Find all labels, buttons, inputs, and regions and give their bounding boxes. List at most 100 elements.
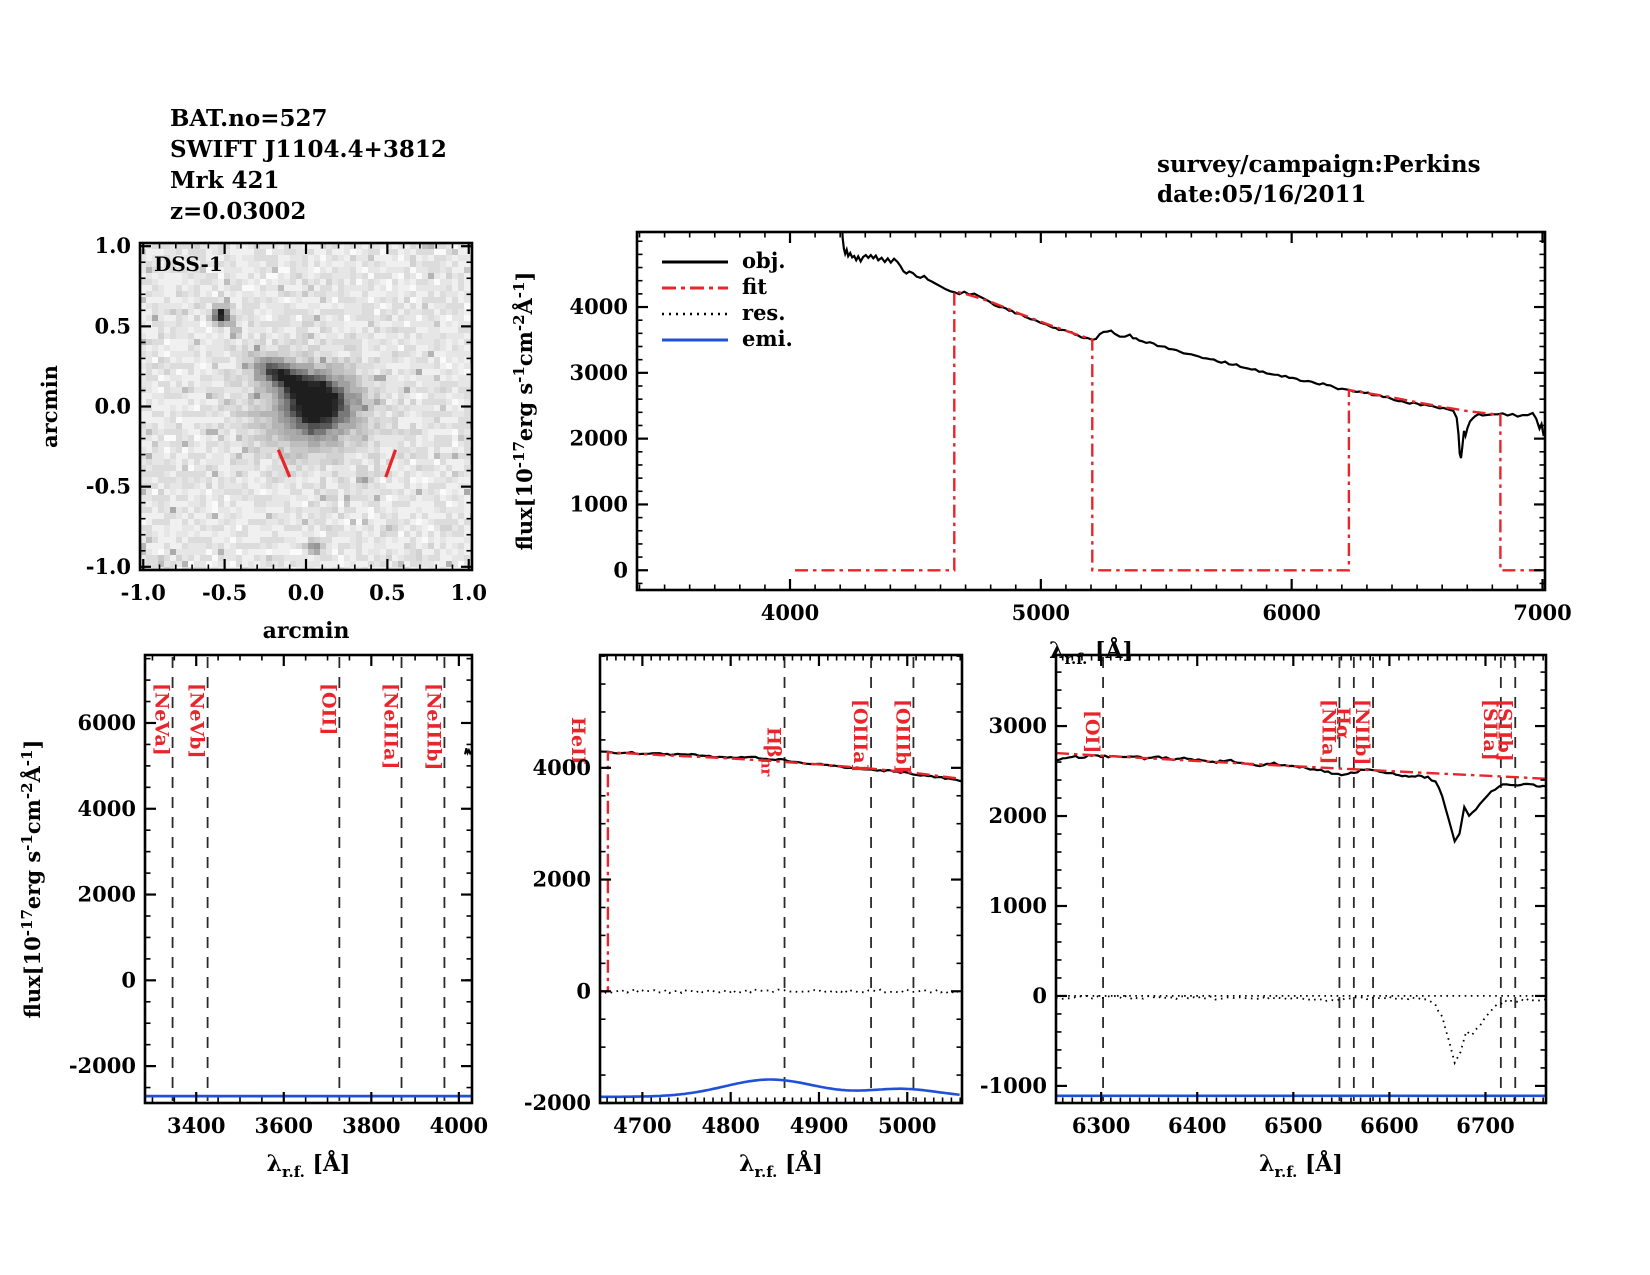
x-tick-label: 7000 [1513,600,1571,625]
line-label: Hβnr [758,727,785,777]
y-tick-label: -1.0 [86,554,131,579]
dss-survey-label: DSS-1 [154,252,223,276]
y-tick-label: 0 [1032,983,1047,1008]
series-emi [600,1078,960,1099]
series-obj [841,232,1545,459]
swift-id: SWIFT J1104.4+3812 [170,136,447,163]
y-tick-label: 0 [576,978,591,1003]
observation-date: date:05/16/2011 [1157,181,1367,208]
y-tick-label: 2000 [989,803,1047,828]
legend-label: res. [742,300,786,325]
x-tick-label: 6400 [1168,1113,1226,1138]
line-label: [NeVa] [151,683,173,756]
x-tick-label: -1.0 [121,580,166,605]
y-axis-title: flux[10-17erg s-1cm-2Å-1] [18,740,45,1019]
y-tick-label: 2000 [533,867,591,892]
y-tick-label: 3000 [989,713,1047,738]
y-tick-label: -0.5 [86,474,131,499]
y-tick-label: -1000 [980,1073,1047,1098]
x-tick-label: 4000 [430,1113,488,1138]
x-tick-label: 4000 [761,600,819,625]
line-label: [OI] [1081,710,1103,753]
x-tick-label: 5000 [1012,600,1070,625]
x-tick-label: 5000 [878,1113,936,1138]
line-label: [SIIb] [1493,699,1515,762]
series-fit [1056,751,1546,780]
x-tick-label: 4700 [613,1113,671,1138]
y-tick-label: -2000 [69,1053,136,1078]
x-tick-label: 6700 [1456,1113,1514,1138]
object-info-block: BAT.no=527 SWIFT J1104.4+3812 Mrk 421 z=… [170,103,447,227]
y-tick-label: 0.0 [94,394,131,419]
slit-mark [384,449,398,478]
y-tick-label: 1.0 [94,233,131,258]
bat-number: BAT.no=527 [170,105,328,132]
panel-zoom1: [NeVa] [NeVb] [OII] [NeIIIa] [NeIIIb] 3400 360… [18,653,488,1181]
x-axis-title: λr.f. [Å] [739,1150,823,1181]
y-tick-label: 4000 [533,755,591,780]
x-axis-title: arcmin [263,618,350,644]
y-tick-label: 1000 [989,893,1047,918]
x-tick-label: 4800 [701,1113,759,1138]
series-obj [1056,753,1546,844]
x-tick-label: 0.0 [288,580,325,605]
y-tick-label: 0 [121,967,136,992]
series-fit [600,751,962,993]
legend-label: obj. [742,248,786,273]
line-label: [NeIIIa] [380,683,402,769]
redshift: z=0.03002 [170,198,307,225]
line-label: Hα [1332,707,1354,740]
x-axis-title: λr.f. [Å] [1259,1150,1343,1181]
x-tick-label: -0.5 [202,580,247,605]
panel-dss: DSS-1 -1.0 -0.5 0.0 0.5 1.0 -1.0 -0.5 0.0 0.5 1.0 a… [37,233,487,644]
legend-label: fit [742,274,767,299]
observation-info-block: survey/campaign:Perkins date:05/16/2011 [1157,150,1481,210]
x-tick-label: 3600 [255,1113,313,1138]
y-tick-label: 3000 [570,360,628,385]
y-tick-label: 0 [613,557,628,582]
line-label: HeII [567,717,589,765]
series-fit [795,289,1545,572]
series-res [1056,994,1546,1066]
panel-zoom2: HeII Hβnr [OIIIa] [OIIIb] 4700 4800 4900 5000 -2… [524,653,964,1181]
y-axis-title: arcmin [37,365,62,448]
y-tick-label: 4000 [570,294,628,319]
x-axis-title: λr.f. [Å] [1049,637,1133,668]
y-tick-label: 6000 [78,710,136,735]
panel-spec: 4000 5000 6000 7000 0 1000 2000 3000 4000 λr.f. [… [510,230,1572,668]
x-tick-label: 3800 [342,1113,400,1138]
series-res [600,988,962,995]
y-tick-label: 2000 [570,426,628,451]
x-tick-label: 6500 [1264,1113,1322,1138]
series-obj [464,747,472,756]
x-tick-label: 6000 [1262,600,1320,625]
line-label: [OIIIb] [891,699,913,773]
line-label: [OII] [317,683,339,735]
survey-campaign: survey/campaign:Perkins [1157,151,1481,178]
line-label: [OIIIa] [849,699,871,773]
x-axis-title: λr.f. [Å] [267,1150,351,1181]
y-tick-label: -2000 [524,1090,591,1115]
line-label: [NIIb] [1351,699,1373,765]
x-tick-label: 1.0 [450,580,487,605]
x-tick-label: 3400 [167,1113,225,1138]
slit-mark [276,449,292,478]
legend-label: emi. [742,326,793,351]
y-tick-label: 4000 [78,796,136,821]
x-tick-label: 6600 [1360,1113,1418,1138]
y-axis-title: flux[10-17erg s-1cm-2Å-1] [510,272,537,551]
y-tick-label: 0.5 [94,313,131,338]
line-label: [SIIa] [1479,699,1501,761]
y-tick-label: 2000 [78,882,136,907]
panel-zoom3: [OI] [NIIa]Hα[NIIb] [SIIa][SIIb] 6300 6400 65… [980,653,1548,1181]
object-name: Mrk 421 [170,167,280,194]
line-label: [NeIIIb] [422,683,444,770]
x-tick-label: 4900 [790,1113,848,1138]
x-tick-label: 6300 [1072,1113,1130,1138]
y-tick-label: 1000 [570,491,628,516]
line-label: [NIIa] [1317,699,1339,764]
x-tick-label: 0.5 [369,580,406,605]
line-label: [NeVb] [186,683,208,758]
